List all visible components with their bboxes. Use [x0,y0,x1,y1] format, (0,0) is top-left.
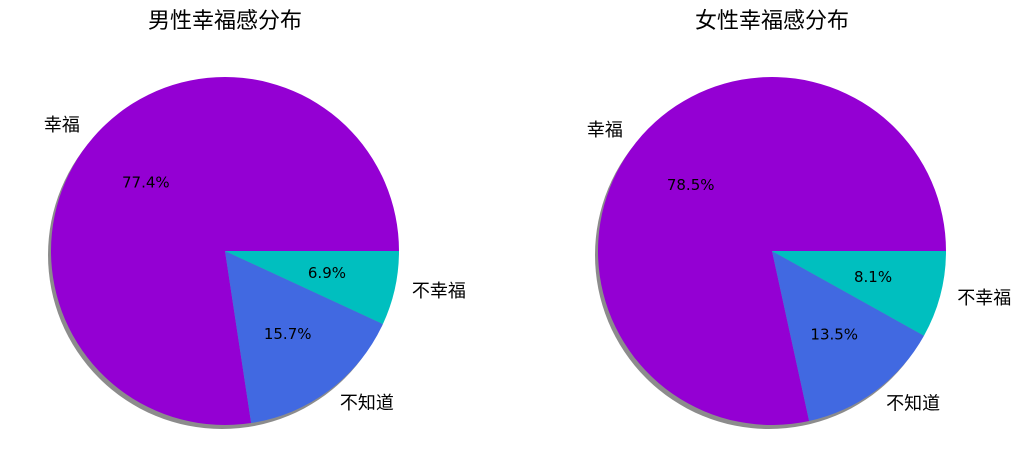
slice-label: 不知道 [340,393,394,414]
percent-label: 78.5% [667,176,715,194]
pie-wedge [772,251,946,336]
slice-label: 不幸福 [957,288,1011,309]
percent-label: 77.4% [122,173,170,191]
slice-label: 幸福 [587,120,623,141]
percent-label: 6.9% [308,264,346,282]
chart-title: 男性幸福感分布 [148,9,302,34]
percent-label: 8.1% [854,268,892,286]
slice-label: 不知道 [886,394,940,415]
chart-title: 女性幸福感分布 [695,9,849,34]
pie-wedge [772,251,924,421]
pie-wedge [597,76,946,425]
percent-label: 13.5% [810,325,858,343]
pie-wedge [225,251,383,424]
slice-label: 幸福 [44,115,80,136]
slice-label: 不幸福 [412,281,466,302]
percent-label: 15.7% [264,325,312,343]
pie-wedge [225,251,399,325]
